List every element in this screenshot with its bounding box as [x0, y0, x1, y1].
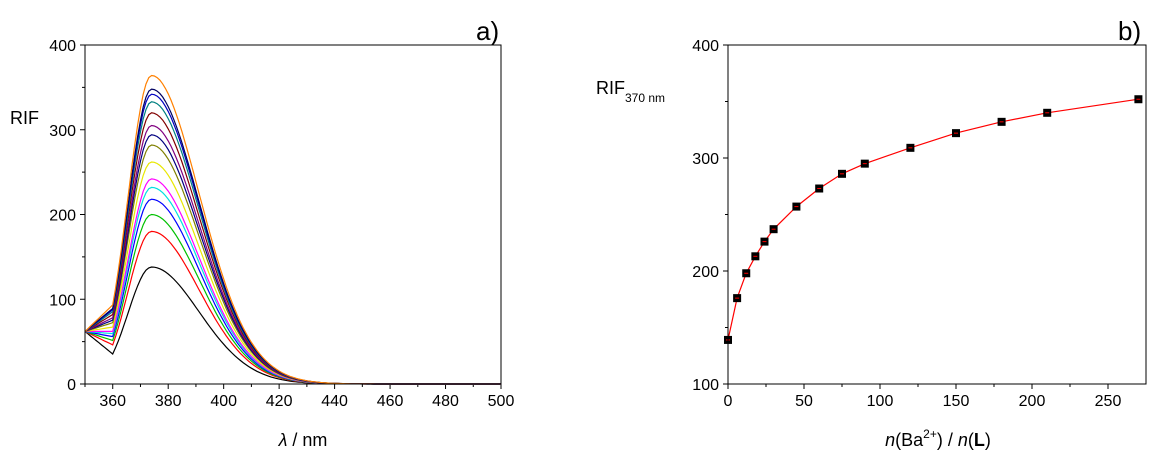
x-tick-label: 400	[210, 393, 237, 410]
panel-a-x-axis-label: λ / nm	[278, 430, 328, 450]
panel-b-titration: b) RIF370 nm n(Ba2+) / n(L) 0 50 100 150 200…	[596, 16, 1147, 450]
spectrum-series-15	[84, 74, 501, 385]
x-tick-label: 460	[377, 393, 404, 410]
spectrum-series-14	[84, 88, 501, 385]
x-tick-label: 500	[488, 393, 515, 410]
y-tick-label: 100	[49, 292, 76, 309]
panel-b-x-axis-label: n(Ba2+) / n(L)	[885, 427, 991, 450]
panel-a-spectra: a) RIF λ / nm 360 380 400 420 440 460 480 500 0 1…	[10, 16, 514, 450]
x-axis-paren-close: )	[985, 430, 991, 450]
spectrum-series-12	[84, 101, 501, 385]
x-axis-paren-open: (	[968, 430, 974, 450]
x-tick-label: 480	[432, 393, 459, 410]
panel-b-label: b)	[1118, 16, 1141, 46]
x-axis-n2: n	[958, 430, 968, 450]
panel-b-y-axis-label: RIF370 nm	[596, 78, 665, 105]
x-axis-sup: 2+	[923, 427, 937, 441]
x-tick-label: 380	[155, 393, 182, 410]
x-tick-label: 50	[795, 393, 813, 410]
fit-curve	[727, 98, 1139, 341]
y-tick-label: 100	[692, 377, 719, 394]
spectrum-series-8	[84, 144, 501, 385]
y-tick-label: 400	[49, 38, 76, 55]
x-tick-label: 420	[266, 393, 293, 410]
panel-a-axes-frame	[84, 44, 502, 385]
spectrum-series-13	[84, 93, 501, 385]
panel-a-y-axis-label: RIF	[10, 108, 39, 128]
x-axis-inner1: (Ba	[895, 430, 924, 450]
spectrum-series-10	[84, 124, 501, 385]
x-axis-inner2: ) /	[937, 430, 958, 450]
x-axis-unit: / nm	[287, 430, 327, 450]
spectrum-series-2	[84, 230, 501, 385]
spectrum-series-4	[84, 198, 501, 385]
y-tick-label: 200	[692, 264, 719, 281]
spectrum-series-3	[84, 213, 501, 385]
y-tick-label: 300	[49, 123, 76, 140]
x-axis-symbol: λ	[278, 430, 288, 450]
spectrum-series-9	[84, 134, 501, 385]
x-tick-label: 150	[943, 393, 970, 410]
x-tick-label: 440	[321, 393, 348, 410]
spectrum-series-1	[84, 266, 501, 385]
x-tick-label: 0	[724, 393, 733, 410]
x-tick-label: 100	[867, 393, 894, 410]
spectrum-series-7	[84, 161, 501, 385]
x-axis-bold-L: L	[974, 430, 985, 450]
y-tick-label: 400	[692, 38, 719, 55]
y-axis-main: RIF	[596, 78, 625, 98]
x-tick-label: 360	[99, 393, 126, 410]
spectrum-series-6	[85, 178, 501, 385]
x-axis-n1: n	[885, 430, 895, 450]
y-tick-label: 300	[692, 151, 719, 168]
spectrum-series-11	[84, 112, 501, 385]
panel-a-label: a)	[476, 16, 499, 46]
x-tick-label: 200	[1019, 393, 1046, 410]
x-tick-label: 250	[1095, 393, 1122, 410]
y-axis-subscript: 370 nm	[625, 91, 665, 105]
panel-b-axes-frame	[727, 44, 1147, 385]
y-tick-label: 0	[67, 377, 76, 394]
y-tick-label: 200	[49, 208, 76, 225]
